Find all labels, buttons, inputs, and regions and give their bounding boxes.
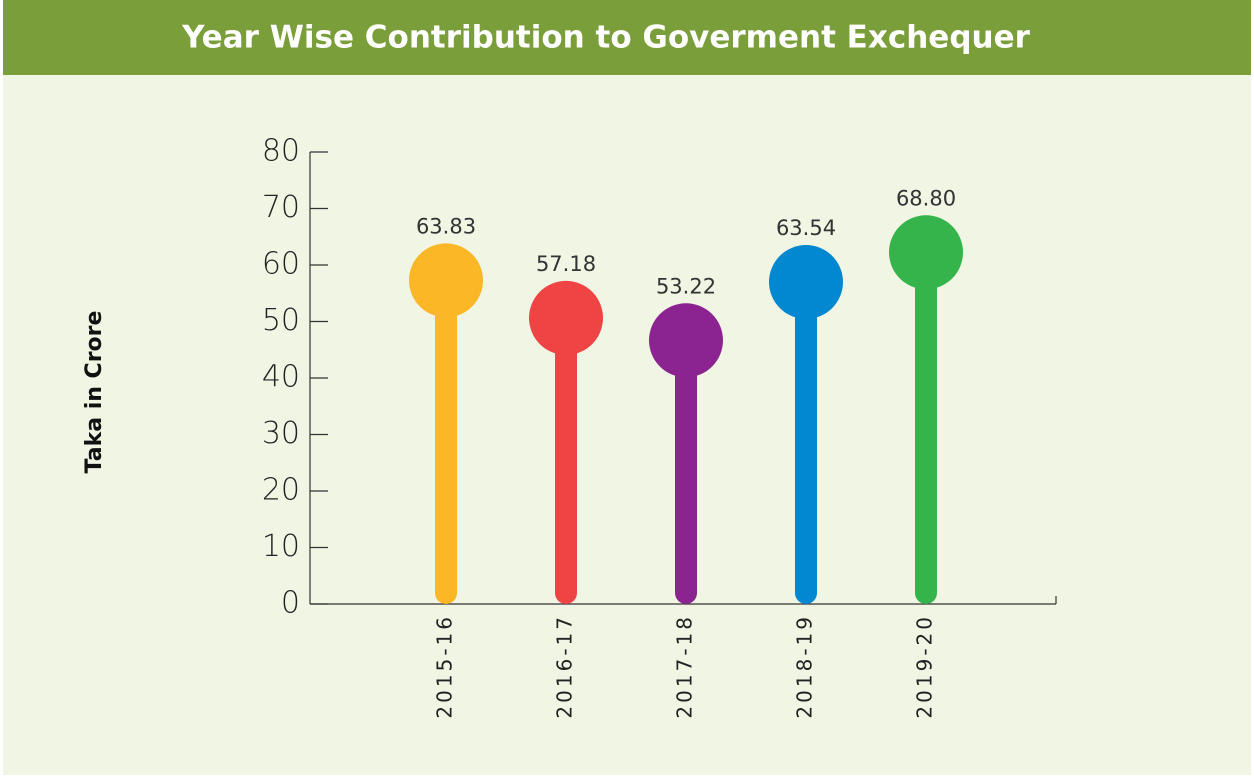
y-tick-label: 80 [262,134,300,169]
value-label: 63.54 [776,216,836,240]
x-tick-label: 2017-18 [673,614,697,719]
x-tick-label: 2015-16 [433,614,457,719]
value-label: 68.80 [896,186,956,210]
y-tick-label: 60 [262,247,300,282]
y-tick-label: 70 [262,190,300,225]
lollipop-head [649,303,723,378]
y-tick-label: 30 [262,416,300,451]
x-tick-label: 2018-19 [793,614,817,719]
y-tick-label: 40 [262,360,300,395]
y-tick-label: 0 [281,586,300,621]
y-tick-label: 50 [262,303,300,338]
background [3,0,1251,775]
lollipop-head [409,243,483,318]
chart-title: Year Wise Contribution to Goverment Exch… [181,20,1031,56]
lollipop-head [529,280,603,355]
y-tick-label: 10 [262,529,300,564]
value-label: 57.18 [536,252,596,276]
value-label: 53.22 [656,274,716,298]
lollipop-head [889,215,963,290]
header [3,0,1251,75]
y-tick-label: 20 [262,473,300,508]
lollipop-head [769,244,843,319]
x-tick-label: 2016-17 [553,614,577,719]
y-axis-label: Taka in Crore [82,311,107,474]
value-label: 63.83 [416,214,476,238]
x-tick-label: 2019-20 [913,614,937,719]
